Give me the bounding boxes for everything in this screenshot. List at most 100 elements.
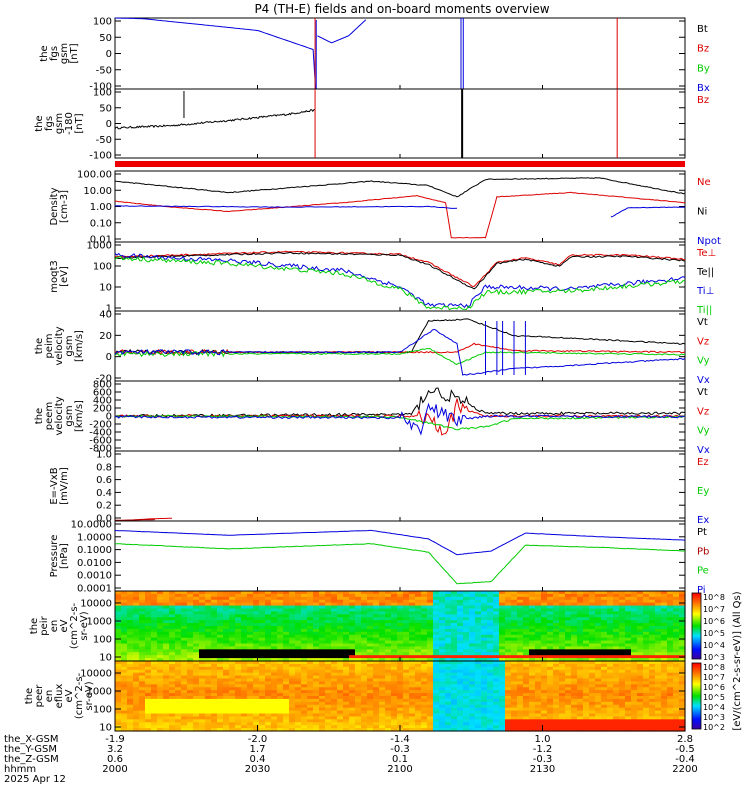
spectrogram-cell [127,719,134,723]
spectrogram-cell [349,672,356,677]
spectrogram-cell [181,646,188,650]
spectrogram-cell [499,591,506,595]
spectrogram-cell [169,663,176,668]
spectrogram-cell [235,611,242,615]
spectrogram-cell [541,646,548,650]
spectrogram-cell [223,663,230,668]
spectrogram-cell [511,661,518,665]
spectrogram-cell [229,611,236,615]
spectrogram-cell [151,684,158,688]
spectrogram-cell [565,666,572,671]
spectrogram-cell [553,599,560,604]
spectrogram-cell [655,663,662,668]
spectrogram-cell [151,614,158,618]
spectrogram-cell [445,707,452,712]
spectrogram-cell [283,663,290,668]
spectrogram-cell [307,713,314,718]
spectrogram-cell [595,698,602,703]
spectrogram-cell [601,596,608,601]
spectrogram-cell [535,614,542,618]
spectrogram-cell [463,640,470,645]
spectrogram-cell [349,666,356,671]
spectrogram-cell [505,658,512,662]
spectrogram-cell [145,722,152,726]
spectrogram-cell [469,646,476,650]
spectrogram-cell [379,646,386,650]
spectrogram-cell [391,631,398,636]
spectrogram-cell [229,602,236,607]
spectrogram-cell [265,614,272,618]
spectrogram-cell [229,623,236,627]
spectrogram-cell [679,631,686,636]
spectrogram-cell [277,728,284,732]
spectrogram-cell [145,646,152,650]
spectrogram-cell [613,701,620,706]
spectrogram-cell [373,698,380,703]
spectrogram-cell [523,728,530,732]
spectrogram-cell [193,643,200,648]
spectrogram-cell [535,655,542,659]
spectrogram-cell [181,666,188,671]
legend-pe: Pe [697,566,709,577]
spectrogram-cell [301,684,308,688]
spectrogram-cell [199,669,206,674]
spectrogram-cell [367,617,374,621]
spectrogram-cell [565,637,572,642]
spectrogram-cell [589,611,596,615]
spectrogram-cell [157,701,164,706]
spectrogram-cell [661,728,668,732]
spectrogram-cell [307,596,314,601]
spectrogram-cell [475,626,482,630]
spectrogram-cell [283,716,290,720]
spectrogram-cell [127,628,134,633]
spectrogram-cell [151,672,158,677]
spectrogram-cell [235,628,242,633]
spectrogram-cell [127,652,134,656]
spectrogram-cell [235,672,242,677]
spectrogram-cell [319,681,326,685]
spectrogram-cell [643,716,650,720]
spectrogram-cell [547,707,554,712]
spectrogram-cell [283,646,290,650]
y-tick-label: 10 [99,723,112,734]
spectrogram-cell [667,704,674,709]
spectrogram-cell [313,620,320,624]
spectrogram-cell [511,666,518,671]
spectrogram-cell [343,696,350,700]
spectrogram-cell [319,722,326,726]
spectrogram-cell [391,690,398,694]
spectrogram-cell [289,626,296,630]
spectrogram-cell [607,684,614,688]
spectrogram-cell [565,713,572,718]
spectrogram-cell [145,675,152,680]
spectrogram-cell [421,666,428,671]
spectrogram-cell [361,605,368,610]
spectrogram-cell [199,602,206,607]
spectrogram-cell [343,643,350,648]
spectrogram-cell [601,672,608,677]
spectrogram-cell [349,663,356,668]
spectrogram-cell [145,704,152,709]
spectrogram-cell [223,626,230,630]
spectrogram-cell [181,617,188,621]
spectrogram-cell [343,626,350,630]
spectrogram-cell [499,617,506,621]
spectrogram-cell [181,707,188,712]
spectrogram-cell [391,634,398,639]
spectrogram-cell [439,719,446,723]
spectrogram-cell [295,620,302,624]
spectrogram-cell [307,678,314,683]
spectrogram-cell [679,608,686,613]
spectrogram-cell [613,637,620,642]
spectrogram-cell [157,631,164,636]
spectrogram-cell [487,713,494,718]
spectrogram-cell [277,663,284,668]
spectrogram-cell [265,593,272,598]
spectrogram-cell [259,675,266,680]
spectrogram-cell [577,698,584,703]
spectrogram-cell [241,646,248,650]
spectrogram-cell [145,681,152,685]
spectrogram-cell [295,669,302,674]
spectrogram-cell [511,605,518,610]
spectrogram-cell [421,716,428,720]
